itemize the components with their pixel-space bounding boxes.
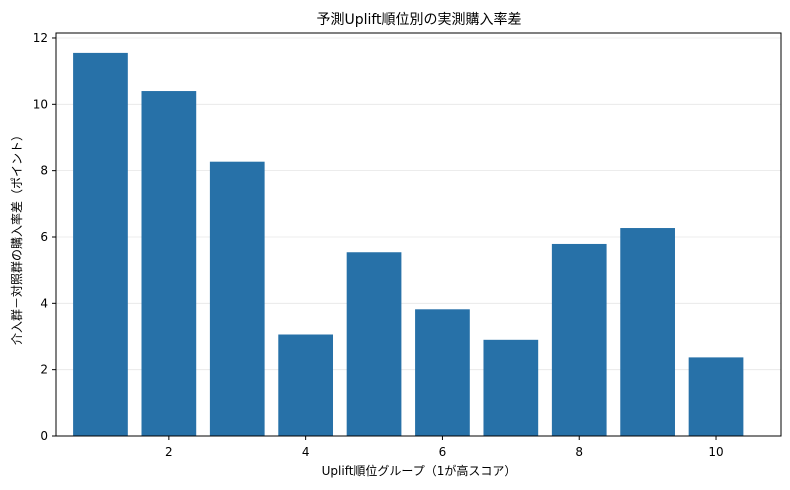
bar-group-5 (346, 252, 402, 436)
y-tick-label: 2 (40, 363, 48, 377)
bar-group-7 (483, 339, 539, 436)
bar-group-8 (551, 243, 607, 436)
bar-group-1 (73, 52, 128, 436)
plot-frame (55, 32, 782, 437)
x-tick-label: 8 (575, 445, 583, 459)
y-tick-label: 6 (40, 230, 48, 244)
bar-group-10 (688, 357, 744, 436)
chart-title: 予測Uplift順位別の実測購入率差 (316, 11, 521, 28)
bar-group-9 (620, 228, 675, 436)
ticks: 0 2 4 6 8 10 12 2 4 6 8 10 (33, 31, 724, 459)
bar-group-3 (209, 161, 265, 437)
bar-group-4 (278, 334, 334, 436)
bar-group-2 (141, 91, 197, 437)
x-axis-label: Uplift順位グループ（1が高スコア） (322, 463, 517, 478)
axes (55, 32, 782, 437)
x-tick-label: 2 (165, 445, 173, 459)
x-tick-label: 6 (439, 445, 447, 459)
bar-group-6 (415, 309, 470, 436)
x-tick-label: 10 (708, 445, 723, 459)
y-tick-label: 4 (40, 296, 48, 310)
y-tick-label: 10 (33, 97, 48, 111)
y-tick-label: 8 (40, 164, 48, 178)
bars (73, 52, 744, 437)
x-tick-label: 4 (302, 445, 310, 459)
y-tick-label: 0 (40, 429, 48, 443)
y-tick-label: 12 (33, 31, 48, 45)
y-axis-label: 介入群－対照群の購入率差（ポイント） (9, 129, 24, 345)
